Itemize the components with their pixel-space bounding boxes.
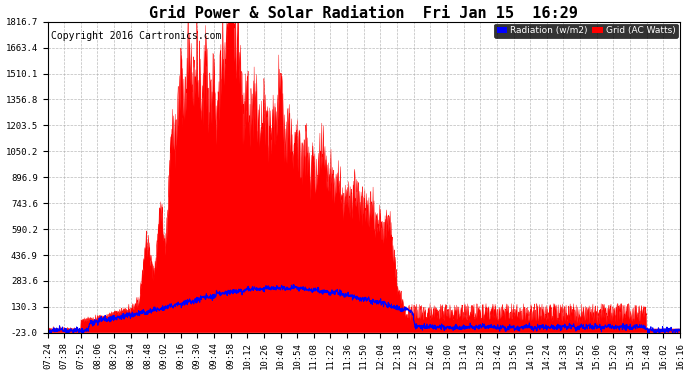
Text: Copyright 2016 Cartronics.com: Copyright 2016 Cartronics.com [50, 31, 221, 41]
Legend: Radiation (w/m2), Grid (AC Watts): Radiation (w/m2), Grid (AC Watts) [494, 24, 678, 38]
Title: Grid Power & Solar Radiation  Fri Jan 15  16:29: Grid Power & Solar Radiation Fri Jan 15 … [149, 6, 578, 21]
